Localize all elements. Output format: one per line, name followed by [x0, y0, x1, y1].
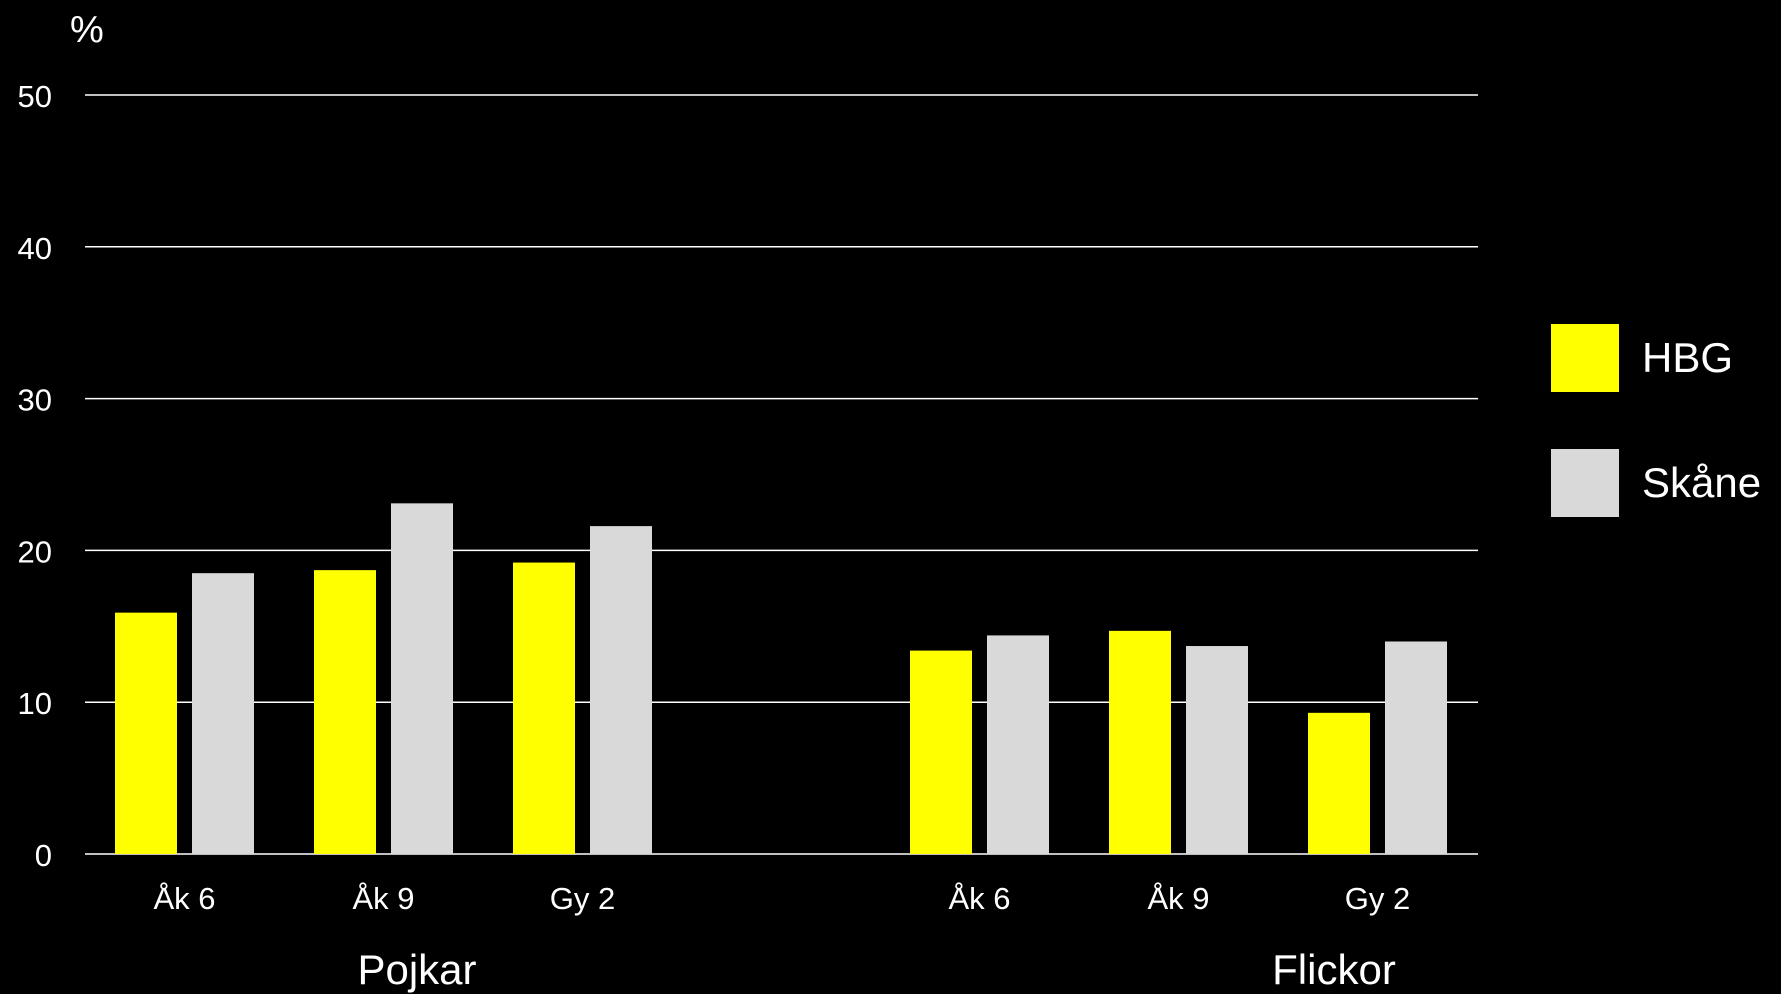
y-tick-labels: 0 10 20 30 40 50 — [18, 79, 52, 873]
x-tick-label: Gy 2 — [1345, 881, 1410, 916]
bar-skåne-0-1 — [391, 503, 453, 854]
bar-hbg-0-0 — [115, 612, 177, 854]
x-tick-label: Åk 6 — [153, 881, 215, 916]
legend-swatch-hbg — [1551, 324, 1619, 392]
bar-hbg-0-1 — [314, 570, 376, 854]
legend-label: Skåne — [1642, 459, 1761, 506]
bar-hbg-0-2 — [513, 562, 575, 854]
x-tick-label: Åk 9 — [352, 881, 414, 916]
bar-hbg-1-0 — [910, 650, 972, 854]
bar-hbg-1-2 — [1308, 712, 1370, 854]
y-tick-label: 30 — [18, 383, 52, 418]
group-label: Flickor — [1272, 946, 1396, 993]
x-tick-label: Åk 6 — [948, 881, 1010, 916]
x-tick-labels: Åk 6 Åk 9 Gy 2 Åk 6 Åk 9 Gy 2 — [153, 881, 1410, 916]
bars — [115, 503, 1447, 854]
y-tick-label: 0 — [35, 838, 52, 873]
y-axis-label: % — [70, 9, 104, 51]
bar-skåne-0-2 — [590, 526, 652, 854]
y-tick-label: 10 — [18, 686, 52, 721]
group-labels: Pojkar Flickor — [357, 946, 1395, 993]
bar-skåne-0-0 — [192, 573, 254, 854]
x-tick-label: Åk 9 — [1147, 881, 1209, 916]
bar-skåne-1-1 — [1186, 646, 1248, 854]
x-tick-label: Gy 2 — [550, 881, 615, 916]
bar-skåne-1-0 — [987, 635, 1049, 854]
y-tick-label: 20 — [18, 534, 52, 569]
y-tick-label: 40 — [18, 231, 52, 266]
legend: HBG Skåne — [1551, 324, 1761, 517]
legend-swatch-skåne — [1551, 449, 1619, 517]
group-label: Pojkar — [357, 946, 476, 993]
bar-skåne-1-2 — [1385, 641, 1447, 854]
y-tick-label: 50 — [18, 79, 52, 114]
legend-label: HBG — [1642, 334, 1733, 381]
bar-hbg-1-1 — [1109, 630, 1171, 854]
